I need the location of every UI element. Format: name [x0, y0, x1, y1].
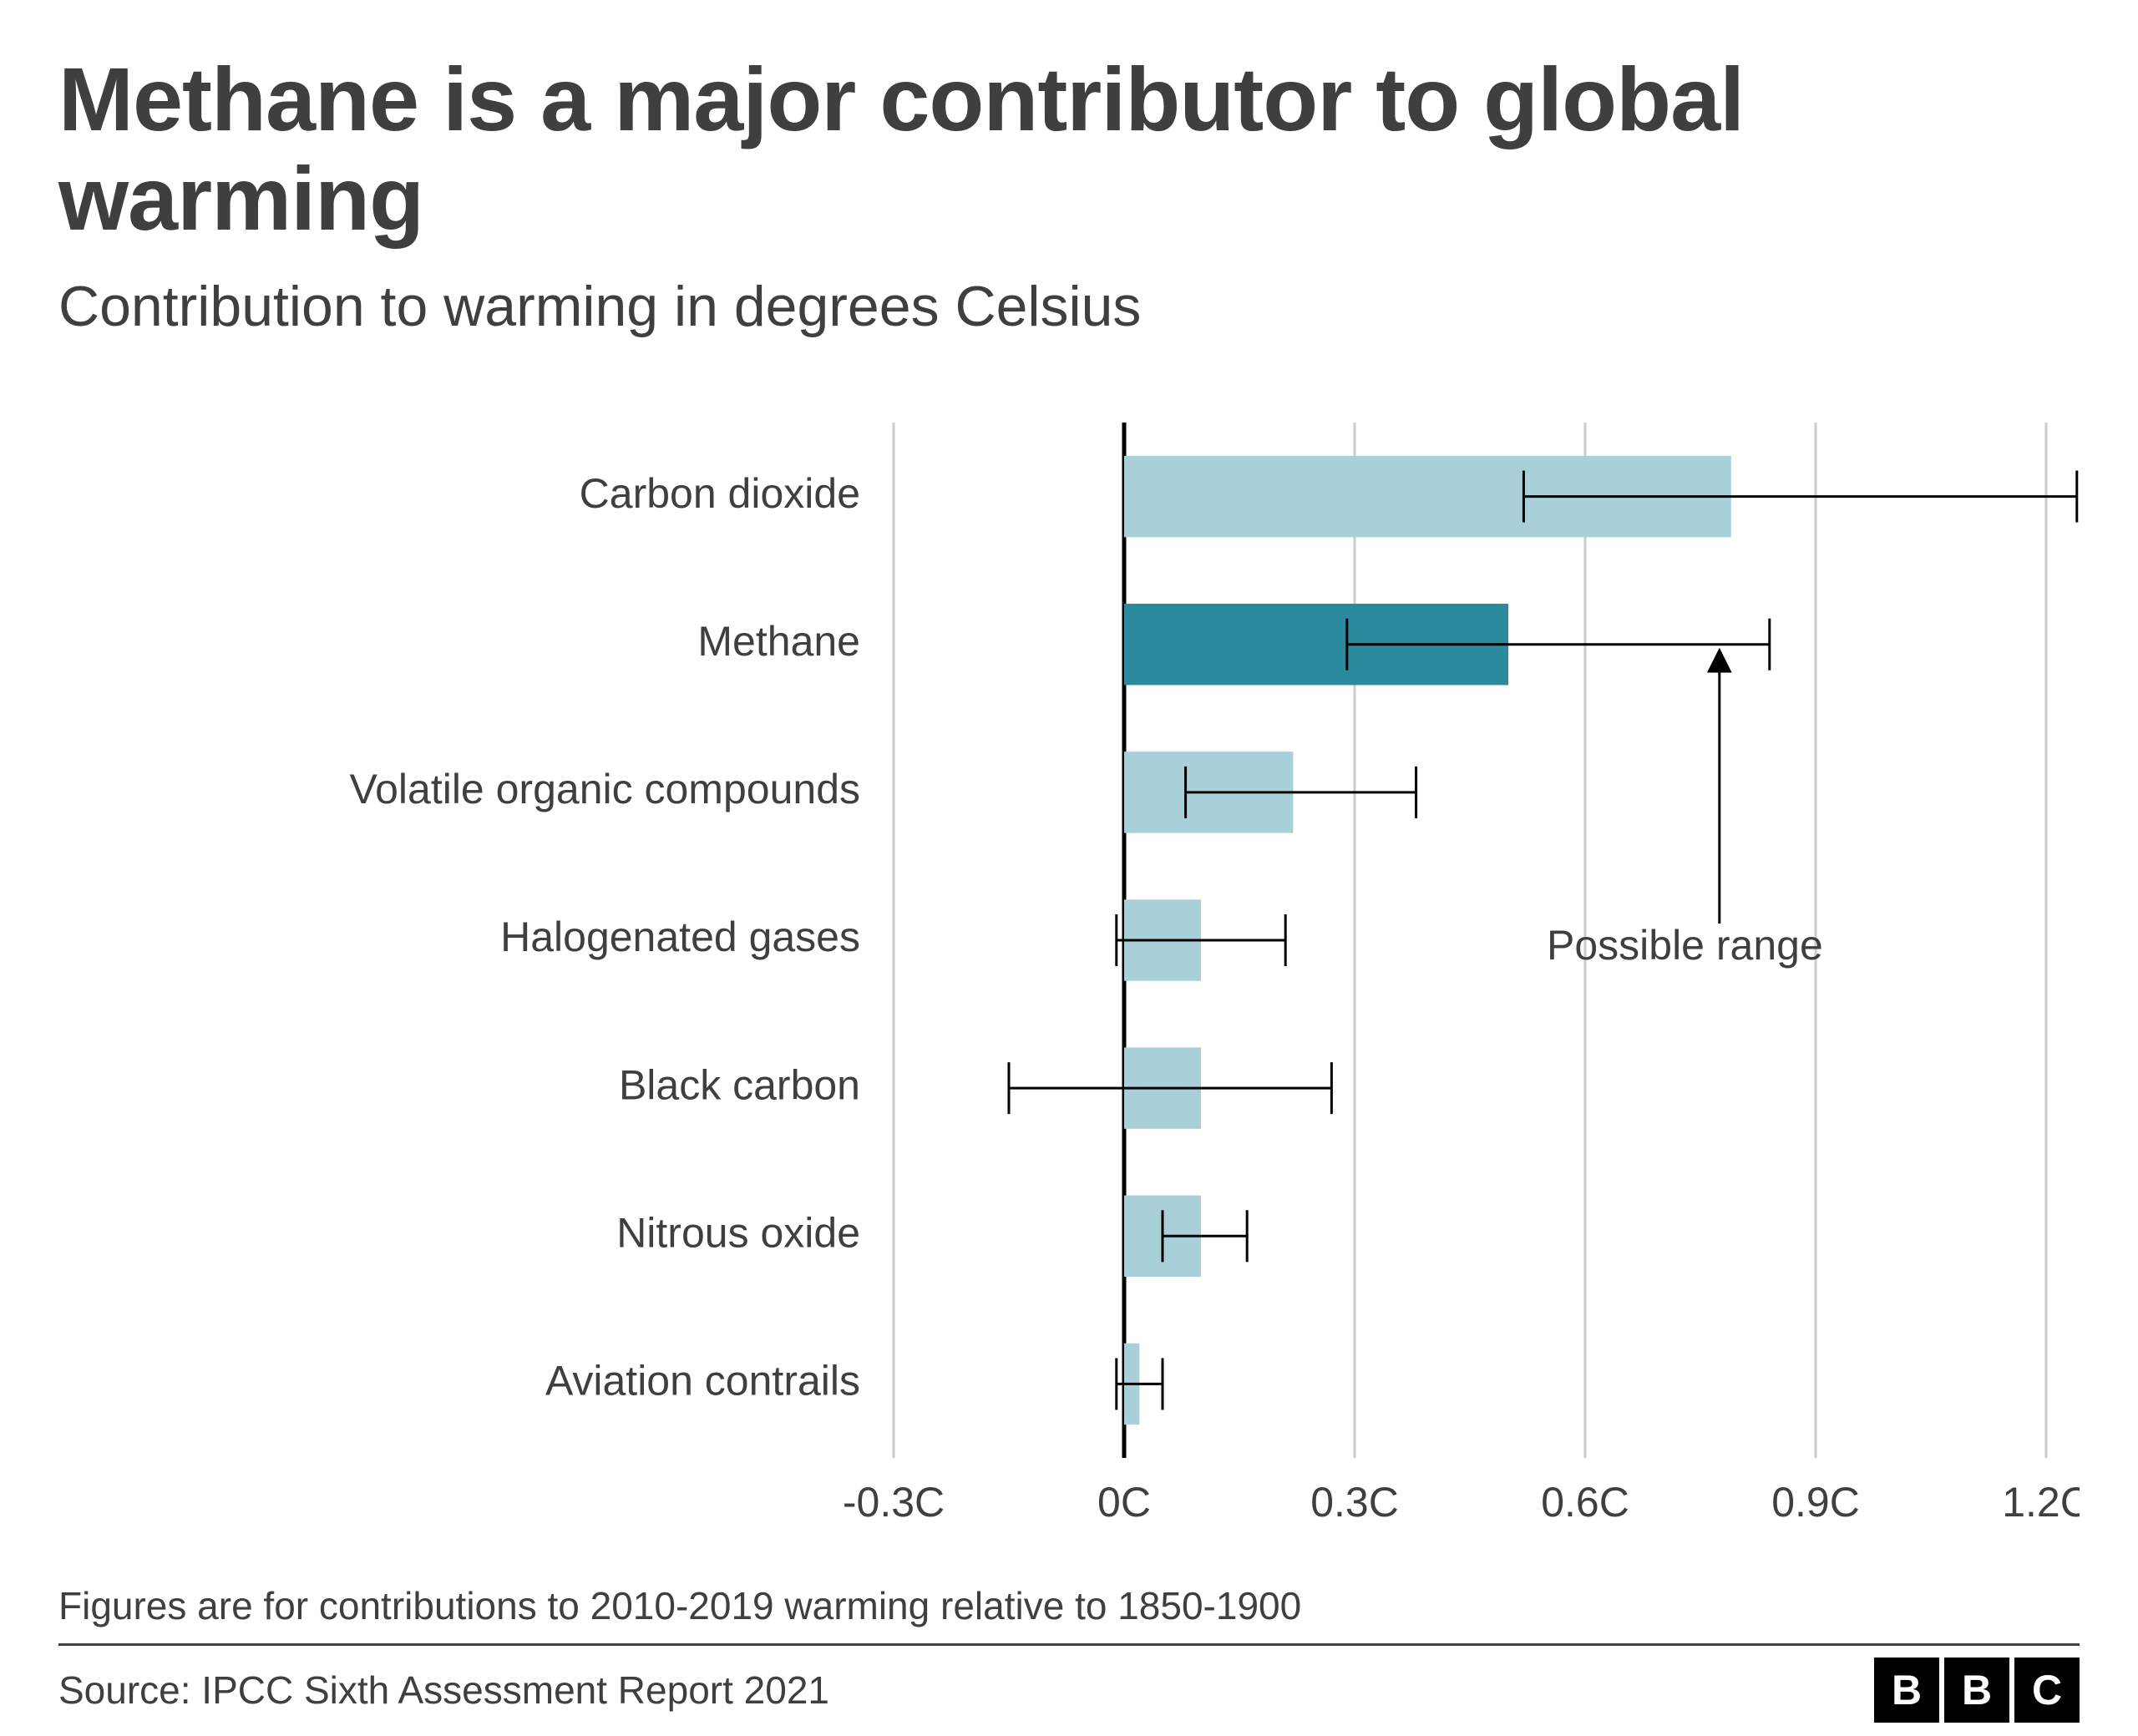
- bbc-logo-block: B: [1874, 1658, 1939, 1723]
- annotation-label: Possible range: [1547, 922, 1823, 969]
- x-axis-tick-label: -0.3C: [843, 1479, 945, 1526]
- bbc-logo: BBC: [1874, 1658, 2080, 1723]
- chart-footnote: Figures are for contributions to 2010-20…: [58, 1583, 2080, 1646]
- source-row: Source: IPCC Sixth Assessment Report 202…: [58, 1658, 2080, 1723]
- category-label: Nitrous oxide: [616, 1209, 860, 1256]
- bbc-logo-block: B: [1944, 1658, 2009, 1723]
- category-label: Aviation contrails: [545, 1357, 860, 1404]
- x-axis-tick-label: 0.9C: [1771, 1479, 1860, 1526]
- x-axis-tick-label: 0.6C: [1541, 1479, 1629, 1526]
- x-axis-tick-label: 0C: [1097, 1479, 1151, 1526]
- category-label: Carbon dioxide: [580, 469, 860, 516]
- chart-subtitle: Contribution to warming in degrees Celsi…: [58, 274, 2080, 339]
- bbc-logo-block: C: [2014, 1658, 2080, 1723]
- bar-chart: -0.3C 0C 0.3C 0.6C 0.9C 1.2C Carbon dioxide Met…: [58, 406, 2080, 1558]
- chart-container: -0.3C 0C 0.3C 0.6C 0.9C 1.2C Carbon dioxide Met…: [58, 406, 2080, 1558]
- x-axis-tick-label: 1.2C: [2002, 1479, 2080, 1526]
- category-label: Black carbon: [619, 1061, 860, 1108]
- source-text: Source: IPCC Sixth Assessment Report 202…: [58, 1668, 829, 1713]
- category-label: Volatile organic compounds: [350, 766, 861, 812]
- category-label: Halogenated gases: [500, 914, 860, 960]
- category-label: Methane: [697, 618, 860, 665]
- x-axis-tick-label: 0.3C: [1310, 1479, 1399, 1526]
- chart-title: Methane is a major contributor to global…: [58, 50, 2080, 249]
